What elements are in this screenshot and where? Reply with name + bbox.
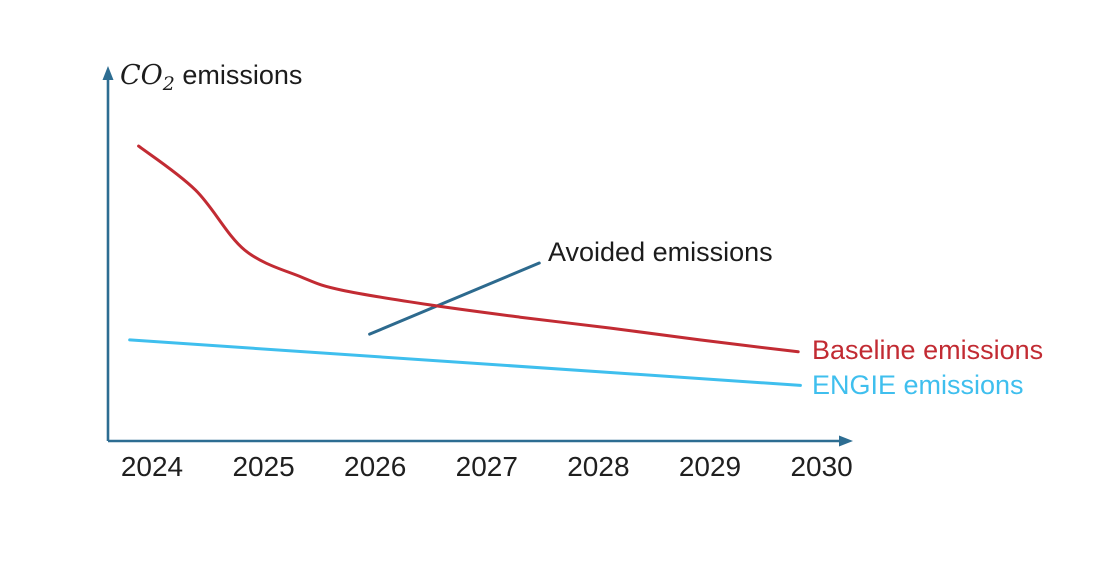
baseline-emissions-line xyxy=(137,144,800,354)
x-tick-label: 2028 xyxy=(567,451,630,482)
baseline-emissions-label: Baseline emissions xyxy=(812,335,1044,365)
engie-emissions-line xyxy=(128,338,802,387)
x-tick-label: 2026 xyxy=(344,451,407,482)
x-tick-label: 2027 xyxy=(455,451,518,482)
y-axis-title-subscript: 2 xyxy=(162,73,175,95)
x-axis-arrow-icon xyxy=(839,435,853,447)
x-tick-label: 2025 xyxy=(232,451,295,482)
avoided-emissions-label: Avoided emissions xyxy=(548,237,773,267)
x-tick-label: 2024 xyxy=(120,451,184,482)
y-axis-title-text: emissions xyxy=(174,60,303,90)
y-axis-title-math: CO xyxy=(120,60,163,91)
x-tick-label: 2029 xyxy=(678,451,742,482)
y-axis-title: CO2 emissions xyxy=(120,60,303,95)
x-tick-label: 2030 xyxy=(790,451,853,482)
y-axis-arrow-icon xyxy=(102,66,114,80)
engie-emissions-label: ENGIE emissions xyxy=(812,370,1024,400)
avoided-annotation-line xyxy=(368,261,541,336)
